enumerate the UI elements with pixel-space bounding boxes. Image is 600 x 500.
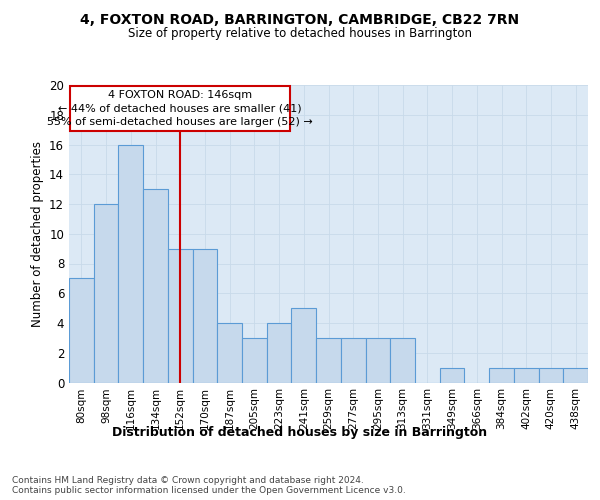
Bar <box>168 248 193 382</box>
Y-axis label: Number of detached properties: Number of detached properties <box>31 141 44 327</box>
Text: 4, FOXTON ROAD, BARRINGTON, CAMBRIDGE, CB22 7RN: 4, FOXTON ROAD, BARRINGTON, CAMBRIDGE, C… <box>80 12 520 26</box>
Bar <box>242 338 267 382</box>
Bar <box>267 323 292 382</box>
Text: ← 44% of detached houses are smaller (41): ← 44% of detached houses are smaller (41… <box>58 104 302 114</box>
Bar <box>316 338 341 382</box>
Bar <box>193 248 217 382</box>
Text: Size of property relative to detached houses in Barrington: Size of property relative to detached ho… <box>128 28 472 40</box>
Bar <box>143 189 168 382</box>
Text: Distribution of detached houses by size in Barrington: Distribution of detached houses by size … <box>112 426 488 439</box>
Bar <box>217 323 242 382</box>
Bar <box>365 338 390 382</box>
Bar <box>341 338 365 382</box>
Text: 4 FOXTON ROAD: 146sqm: 4 FOXTON ROAD: 146sqm <box>108 90 252 100</box>
Bar <box>563 368 588 382</box>
FancyBboxPatch shape <box>70 86 290 131</box>
Bar <box>118 144 143 382</box>
Text: 55% of semi-detached houses are larger (52) →: 55% of semi-detached houses are larger (… <box>47 118 313 128</box>
Bar <box>514 368 539 382</box>
Bar <box>539 368 563 382</box>
Bar <box>292 308 316 382</box>
Bar <box>440 368 464 382</box>
Bar <box>489 368 514 382</box>
Bar <box>390 338 415 382</box>
Text: Contains HM Land Registry data © Crown copyright and database right 2024.
Contai: Contains HM Land Registry data © Crown c… <box>12 476 406 495</box>
Bar <box>69 278 94 382</box>
Bar <box>94 204 118 382</box>
